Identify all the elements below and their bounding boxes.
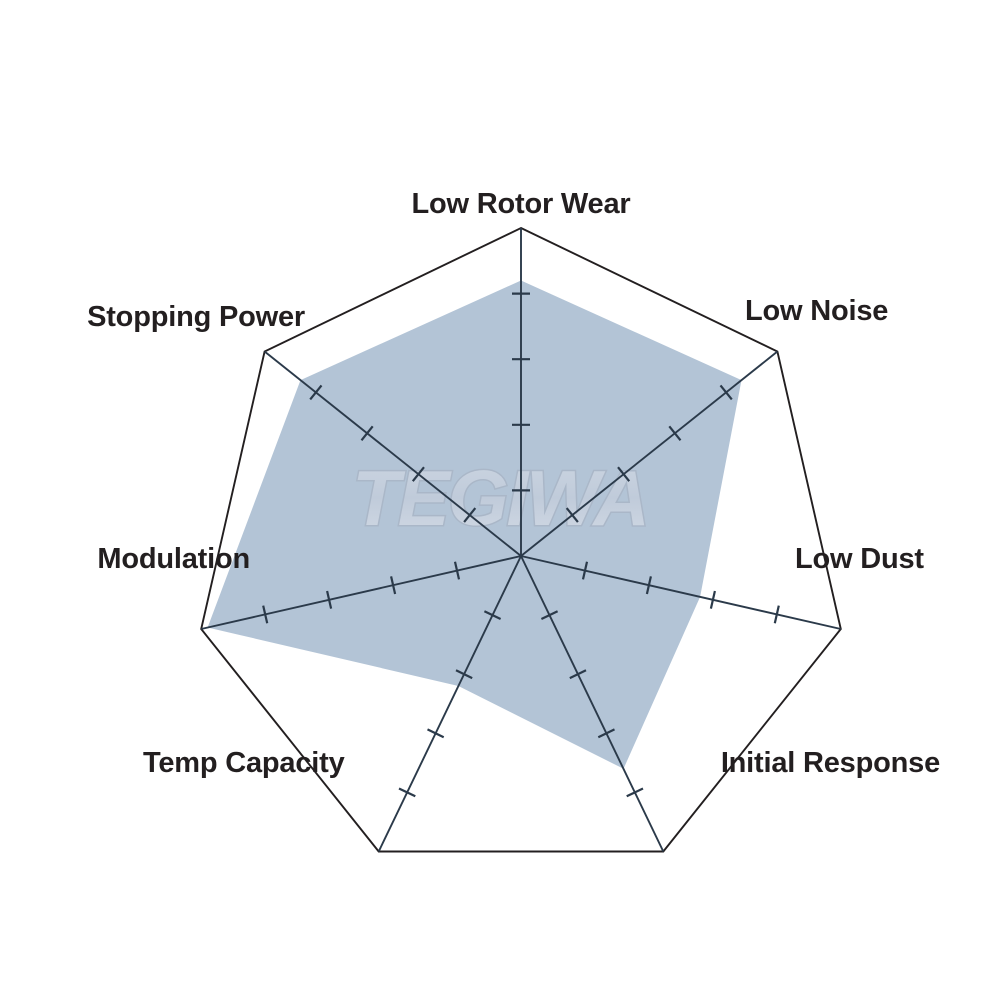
axis-tick bbox=[398, 787, 416, 798]
axis-label-initial-response: Initial Response bbox=[721, 747, 940, 779]
axis-tick bbox=[581, 561, 589, 580]
axis-tick bbox=[645, 576, 652, 595]
axis-tick bbox=[709, 590, 716, 609]
watermark-text-outline: TEGIWA bbox=[352, 454, 648, 542]
axis-label-low-rotor-wear: Low Rotor Wear bbox=[411, 188, 630, 220]
axis-tick bbox=[360, 425, 374, 441]
axis-spoke bbox=[377, 555, 522, 852]
axis-tick bbox=[455, 669, 473, 680]
axis-spokes bbox=[200, 228, 842, 852]
axis-ticks bbox=[262, 292, 780, 798]
axis-tick bbox=[309, 384, 323, 401]
axis-spoke bbox=[520, 350, 778, 557]
axis-tick bbox=[427, 728, 445, 739]
axis-tick bbox=[262, 605, 269, 624]
axis-label-modulation: Modulation bbox=[97, 543, 250, 575]
axis-tick bbox=[463, 507, 477, 523]
axis-tick bbox=[773, 605, 780, 624]
tegiwa-watermark: TEGIWA TEGIWA bbox=[351, 453, 652, 544]
axis-tick bbox=[326, 590, 333, 609]
axis-tick bbox=[453, 561, 461, 580]
axis-tick bbox=[390, 576, 397, 595]
axis-spoke bbox=[264, 350, 522, 557]
axis-tick bbox=[617, 466, 631, 482]
axis-tick bbox=[483, 610, 502, 620]
axis-tick bbox=[668, 425, 682, 441]
axis-spoke bbox=[200, 555, 522, 630]
axis-tick bbox=[565, 507, 579, 523]
axis-tick bbox=[411, 466, 425, 482]
axis-tick bbox=[626, 787, 644, 798]
axis-label-temp-capacity: Temp Capacity bbox=[143, 747, 345, 779]
axis-label-stopping-power: Stopping Power bbox=[87, 301, 305, 333]
axis-label-low-noise: Low Noise bbox=[745, 295, 888, 327]
axis-tick bbox=[540, 610, 559, 620]
watermark-text-fill: TEGIWA bbox=[352, 454, 648, 542]
axis-label-low-dust: Low Dust bbox=[795, 543, 924, 575]
axis-spoke bbox=[520, 555, 665, 852]
outer-grid-polygon bbox=[200, 226, 842, 853]
data-series-area bbox=[207, 280, 742, 769]
axis-tick bbox=[597, 728, 615, 739]
axis-tick bbox=[719, 384, 733, 401]
axis-spoke bbox=[520, 555, 842, 630]
axis-tick bbox=[569, 669, 587, 680]
